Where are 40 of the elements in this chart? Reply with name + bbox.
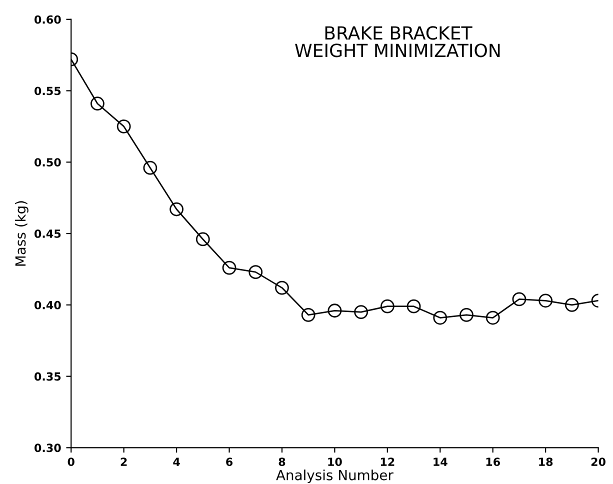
point [433,310,448,325]
x-tick-label: 10 [328,458,342,466]
point [222,260,236,275]
point [170,202,184,216]
point [90,96,104,111]
point [486,310,500,325]
y-axis-title: Mass (kg) [14,201,28,266]
x-tick-label: 8 [278,458,286,466]
point [538,294,553,308]
y-tick-label: 0.60 [34,15,61,24]
point [143,160,158,175]
y-tick-label: 0.30 [34,444,61,452]
point [275,280,289,295]
point [564,298,579,312]
x-tick-label: 0 [68,458,74,466]
y-tick-label: 0.40 [34,300,61,310]
point [406,299,421,314]
y-tick-label: 0.35 [34,372,61,381]
x-tick-label: 12 [380,458,394,466]
x-tick-label: 16 [486,458,500,466]
x-axis-title: Analysis Number [276,470,394,484]
point [248,265,263,280]
y-tick-label: 0.55 [34,86,61,96]
point [354,305,368,320]
y-tick-label: 0.50 [34,158,61,167]
y-tick-label: 0.45 [34,230,61,238]
point [380,299,394,314]
text: BRAKE BRACKET WEIGHT MINIMIZATION [295,26,500,58]
point [196,232,210,246]
x-tick-label: 18 [539,458,553,466]
point [301,308,316,322]
x-tick-label: 14 [434,458,448,466]
x-tick-label: 20 [591,458,606,466]
x-tick-label: 4 [173,458,180,466]
point [116,120,131,134]
x-tick-label: 6 [226,458,233,466]
x-tick-label: 2 [120,458,127,466]
point [512,292,526,306]
point [328,304,342,318]
point [460,308,474,322]
